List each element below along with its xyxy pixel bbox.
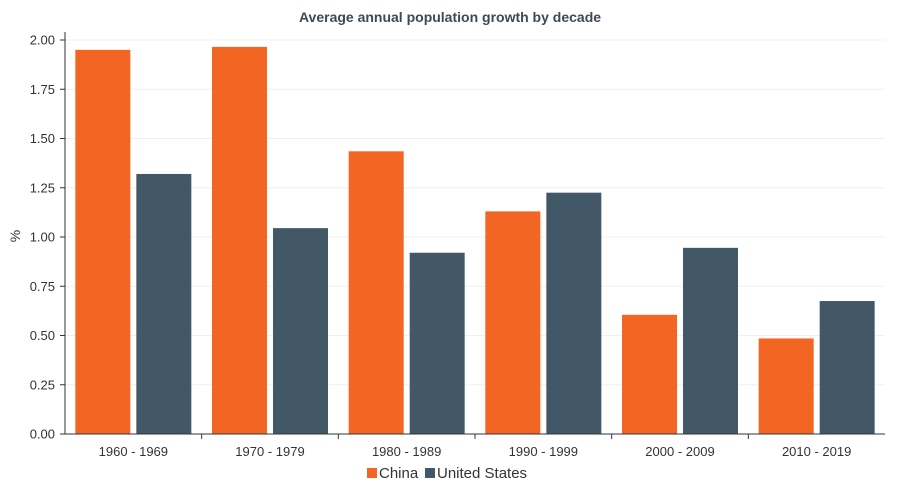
y-tick-label: 0.00 xyxy=(30,427,55,442)
legend-label[interactable]: China xyxy=(379,465,419,482)
x-tick-label: 2000 - 2009 xyxy=(645,444,714,459)
bar[interactable] xyxy=(348,151,404,434)
x-tick-label: 2010 - 2019 xyxy=(782,444,851,459)
legend-swatch[interactable] xyxy=(425,468,435,478)
bar[interactable] xyxy=(75,49,131,434)
y-tick-label: 0.75 xyxy=(30,279,55,294)
bars xyxy=(75,46,875,435)
y-tick-label: 1.00 xyxy=(30,230,55,245)
bar[interactable] xyxy=(273,228,328,434)
legend: China United States xyxy=(367,465,527,482)
x-tick-label: 1960 - 1969 xyxy=(99,444,168,459)
bar[interactable] xyxy=(136,173,192,434)
bar[interactable] xyxy=(546,192,602,434)
x-tick-label: 1970 - 1979 xyxy=(235,444,304,459)
y-tick-label: 0.50 xyxy=(30,328,55,343)
bar[interactable] xyxy=(485,211,541,434)
y-tick-label: 1.50 xyxy=(30,131,55,146)
gridlines xyxy=(65,39,885,386)
x-tick-label: 1990 - 1999 xyxy=(509,444,578,459)
y-axis-ticks: 0.00 0.25 0.50 0.75 1.00 1.25 1.50 1.75 2.00 xyxy=(30,33,65,442)
chart-title: Average annual population growth by deca… xyxy=(299,9,601,25)
bar[interactable] xyxy=(819,301,875,434)
bar[interactable] xyxy=(683,247,738,434)
x-tick-label: 1980 - 1989 xyxy=(372,444,441,459)
bar[interactable] xyxy=(409,252,465,434)
bar[interactable] xyxy=(622,314,677,434)
y-tick-label: 2.00 xyxy=(30,33,55,48)
y-axis-label: % xyxy=(7,230,23,242)
bar[interactable] xyxy=(212,46,267,435)
bar[interactable] xyxy=(758,338,814,434)
x-axis-ticks: 1960 - 1969 1970 - 1979 1980 - 1989 1990 - … xyxy=(99,434,851,459)
y-tick-label: 1.75 xyxy=(30,82,55,97)
legend-label[interactable]: United States xyxy=(437,465,527,482)
legend-swatch[interactable] xyxy=(367,468,377,478)
y-tick-label: 1.25 xyxy=(30,180,55,195)
y-tick-label: 0.25 xyxy=(30,377,55,392)
